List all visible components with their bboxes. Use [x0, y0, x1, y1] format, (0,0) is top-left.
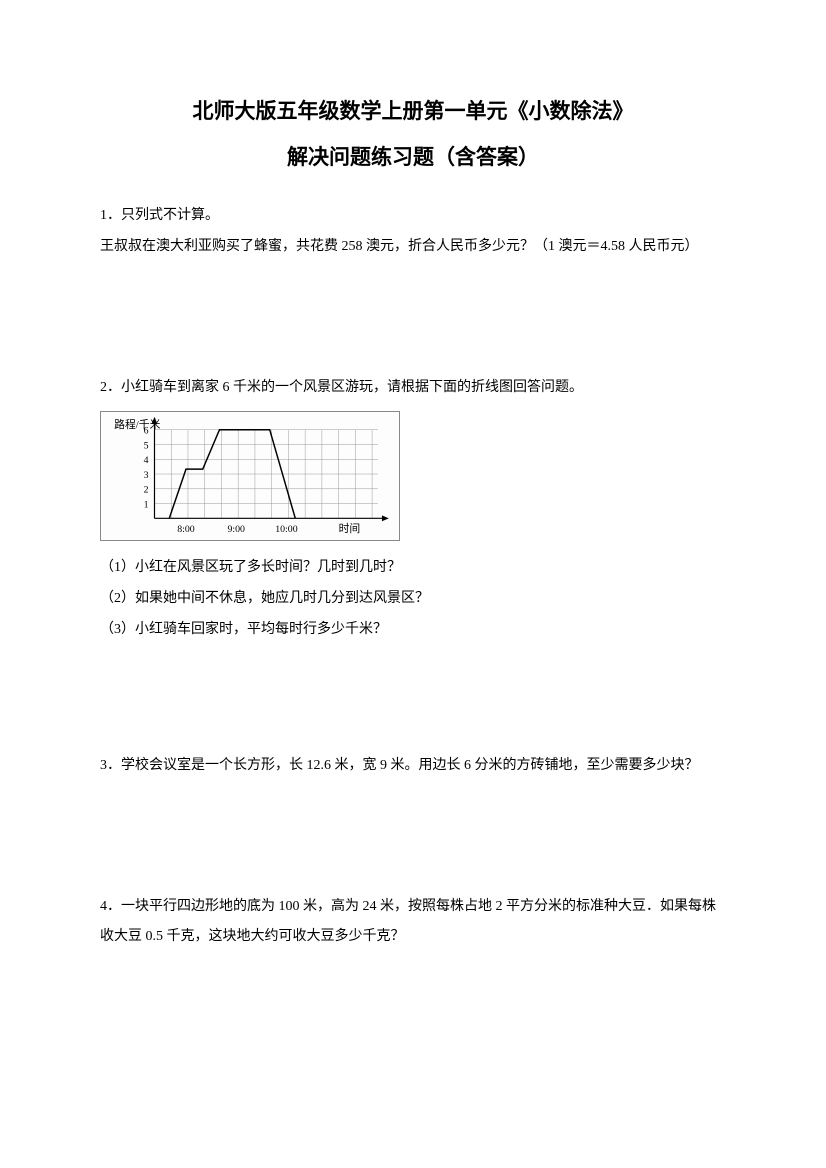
svg-text:9:00: 9:00 — [227, 525, 245, 536]
q2-sub1: （1）小红在风景区玩了多长时间？几时到几时？ — [100, 553, 726, 584]
q2-sub2: （2）如果她中间不休息，她应几时几分到达风景区？ — [100, 584, 726, 615]
y-axis-label: 路程/千米 — [114, 418, 160, 431]
q2-header: 2．小红骑车到离家 6 千米的一个风景区游玩，请根据下面的折线图回答问题。 — [100, 373, 726, 404]
svg-text:4: 4 — [144, 456, 149, 467]
q1-header: 1．只列式不计算。 — [100, 201, 726, 232]
svg-text:10:00: 10:00 — [275, 525, 297, 536]
x-axis-label: 时间 — [339, 523, 361, 536]
question-3: 3．学校会议室是一个长方形，长 12.6 米，宽 9 米。用边长 6 分米的方砖… — [100, 751, 726, 782]
svg-text:2: 2 — [144, 485, 149, 496]
q4-body: 4．一块平行四边形地的底为 100 米，高为 24 米，按照每株占地 2 平方分… — [100, 892, 726, 954]
page-title-line1: 北师大版五年级数学上册第一单元《小数除法》 — [100, 95, 726, 125]
page-title-line2: 解决问题练习题（含答案） — [100, 141, 726, 171]
q2-sub3: （3）小红骑车回家时，平均每时行多少千米？ — [100, 615, 726, 646]
question-1: 1．只列式不计算。 王叔叔在澳大利亚购买了蜂蜜，共花费 258 澳元，折合人民币… — [100, 201, 726, 263]
q1-body: 王叔叔在澳大利亚购买了蜂蜜，共花费 258 澳元，折合人民币多少元？（1 澳元＝… — [100, 232, 726, 263]
svg-text:8:00: 8:00 — [177, 525, 195, 536]
chart-svg: 123456 8:009:0010:00 路程/千米 时间 — [101, 412, 399, 540]
svg-text:1: 1 — [144, 500, 149, 511]
line-chart: 123456 8:009:0010:00 路程/千米 时间 — [100, 411, 400, 541]
q3-body: 3．学校会议室是一个长方形，长 12.6 米，宽 9 米。用边长 6 分米的方砖… — [100, 751, 726, 782]
svg-text:5: 5 — [144, 441, 149, 452]
question-2: 2．小红骑车到离家 6 千米的一个风景区游玩，请根据下面的折线图回答问题。 1 2… — [100, 373, 726, 646]
question-4: 4．一块平行四边形地的底为 100 米，高为 24 米，按照每株占地 2 平方分… — [100, 892, 726, 954]
svg-text:3: 3 — [144, 470, 149, 481]
